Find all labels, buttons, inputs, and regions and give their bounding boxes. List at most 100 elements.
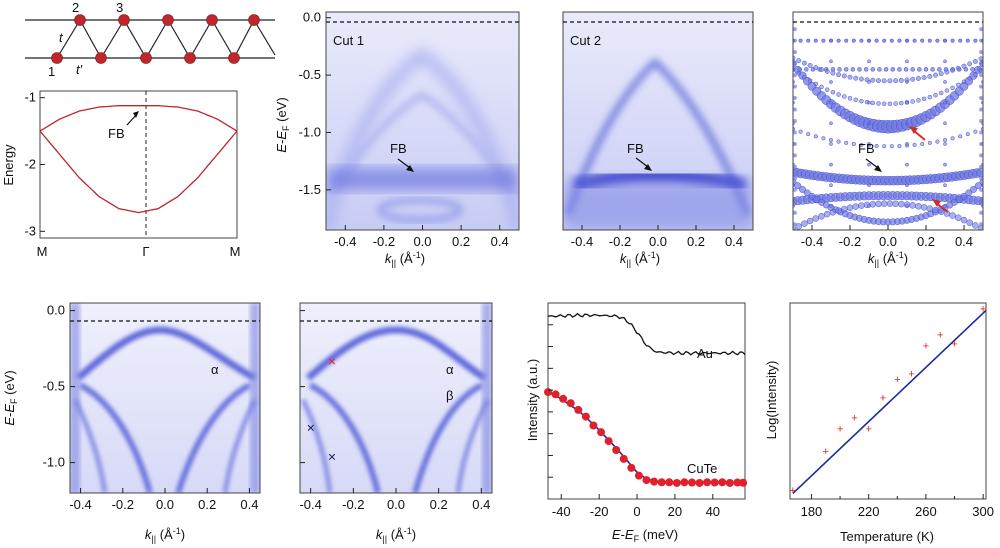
edc-data-point bbox=[710, 478, 719, 487]
edc-data-point bbox=[718, 478, 727, 487]
cut1-ylabel: E-EF (eV) bbox=[274, 97, 291, 152]
band-a-xtick: -0.2 bbox=[112, 497, 134, 512]
calc-point bbox=[961, 79, 967, 85]
calc-point bbox=[921, 96, 927, 102]
model-ytick: -3 bbox=[24, 223, 36, 238]
edc-frame bbox=[547, 302, 746, 500]
calc-point bbox=[844, 140, 849, 145]
band-b-inner-left bbox=[308, 382, 381, 493]
cut1-ytick: 0.0 bbox=[303, 10, 321, 25]
lattice-site bbox=[228, 52, 240, 64]
cut1-flat-band bbox=[326, 168, 519, 190]
calc-point bbox=[979, 164, 983, 169]
calc-point bbox=[889, 38, 894, 43]
edc-data-point bbox=[551, 390, 560, 399]
calc-point bbox=[965, 132, 970, 137]
model-ylabel: Energy bbox=[1, 144, 16, 186]
calc-point bbox=[808, 192, 816, 200]
edc-cute-label: CuTe bbox=[687, 461, 717, 476]
cut1-xtick: 0.2 bbox=[452, 234, 470, 249]
calc-point bbox=[870, 77, 876, 83]
calc-red-arrowhead-lower bbox=[932, 199, 941, 207]
calc-point bbox=[793, 141, 797, 146]
edc-data-point bbox=[657, 478, 666, 487]
band-b-inner-right bbox=[412, 382, 484, 493]
calc-point bbox=[803, 189, 811, 197]
calc-point bbox=[937, 208, 945, 215]
calc-point bbox=[943, 162, 947, 167]
calc-point bbox=[909, 202, 916, 209]
calc-point bbox=[973, 38, 978, 43]
calc-point bbox=[905, 59, 909, 64]
calc-point bbox=[835, 207, 842, 214]
calc-point bbox=[793, 153, 797, 158]
edc-data-point bbox=[589, 421, 598, 430]
edc-data-point bbox=[680, 478, 689, 487]
calc-point bbox=[793, 50, 797, 55]
calc-point bbox=[876, 101, 881, 106]
cut2-dispersive-band bbox=[565, 57, 751, 217]
lattice-site bbox=[118, 14, 130, 26]
calc-point bbox=[853, 97, 858, 103]
band-b-xtick: -0.2 bbox=[342, 497, 364, 512]
calc-point bbox=[844, 38, 849, 43]
calc-point bbox=[846, 204, 854, 211]
calc-point bbox=[930, 67, 935, 72]
calc-point bbox=[976, 167, 983, 178]
calc-point bbox=[920, 141, 925, 147]
edc-data-point bbox=[604, 437, 613, 446]
edc-au-label: Au bbox=[697, 346, 713, 361]
arrhenius-xtick: 180 bbox=[801, 504, 823, 519]
calc-xlabel: k|| (Å-1) bbox=[868, 250, 908, 268]
lattice-site bbox=[184, 52, 196, 64]
arrhenius-data-point: + bbox=[823, 446, 829, 458]
edc-xtick: -20 bbox=[590, 504, 609, 519]
calc-point bbox=[881, 78, 887, 84]
calc-point bbox=[932, 206, 939, 214]
calc-point bbox=[841, 205, 848, 213]
calc-point bbox=[972, 222, 979, 229]
calc-point bbox=[853, 75, 859, 81]
cut1-title: Cut 1 bbox=[333, 33, 364, 48]
calc-point bbox=[905, 142, 909, 146]
calc-point bbox=[905, 121, 909, 126]
calc-point bbox=[813, 38, 818, 43]
band-a-panel: α 0.0 -0.5 -1.0 -0.4 -0.2 0.0 0.2 0.4 E-EF (eV… bbox=[2, 302, 261, 544]
calc-point bbox=[943, 100, 947, 105]
calc-point bbox=[943, 121, 947, 126]
calc-point bbox=[836, 72, 842, 78]
calc-point bbox=[935, 139, 940, 144]
band-a-ytick: -0.5 bbox=[43, 379, 65, 394]
calc-point bbox=[887, 78, 893, 84]
lattice-site bbox=[140, 52, 152, 64]
calc-point bbox=[796, 71, 801, 76]
calc-point bbox=[859, 142, 864, 147]
calc-point bbox=[972, 58, 978, 64]
calc-point bbox=[830, 89, 836, 95]
calc-point bbox=[883, 67, 889, 72]
calc-point bbox=[870, 67, 876, 72]
calc-point bbox=[829, 121, 833, 126]
calc-point bbox=[793, 27, 797, 32]
calc-point bbox=[889, 144, 894, 149]
calc-point bbox=[979, 96, 983, 101]
calc-point bbox=[917, 67, 922, 72]
calc-xtick: 0.0 bbox=[879, 234, 897, 249]
calc-point bbox=[824, 87, 830, 92]
hopping-t: t bbox=[59, 30, 64, 45]
band-a-inner-right bbox=[175, 382, 252, 493]
cut2-xtick: -0.4 bbox=[571, 234, 593, 249]
cut1-ytick: -1.0 bbox=[299, 124, 321, 139]
calc-point bbox=[793, 55, 796, 61]
band-a-left-edge bbox=[70, 303, 80, 493]
calc-point bbox=[802, 74, 807, 80]
calc-xtick: -0.2 bbox=[839, 234, 861, 249]
calc-xtick: -0.4 bbox=[801, 234, 823, 249]
calc-point bbox=[801, 60, 807, 66]
calc-point bbox=[867, 183, 871, 188]
edc-data-point bbox=[687, 478, 696, 487]
calc-point bbox=[876, 78, 881, 84]
edc-data-point bbox=[581, 412, 590, 421]
calc-point bbox=[950, 136, 955, 141]
arrhenius-panel: + + + + + + + + + + + + 180 220 260 300 Log(Intensity)… bbox=[764, 302, 994, 544]
